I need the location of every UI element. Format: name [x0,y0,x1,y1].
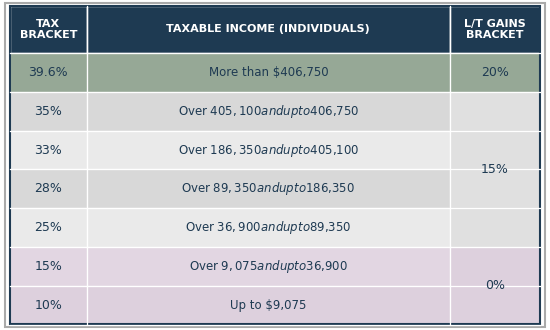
Bar [87,131,450,169]
Text: L/T GAINS
BRACKET: L/T GAINS BRACKET [464,19,526,40]
Text: Over $89,350 and up to $186,350: Over $89,350 and up to $186,350 [182,181,355,197]
Bar [87,169,450,208]
Text: 35%: 35% [35,105,62,118]
Bar [87,6,450,53]
Text: 15%: 15% [35,260,62,273]
Bar [10,131,87,169]
Bar [87,208,450,247]
Text: 39.6%: 39.6% [29,66,68,79]
Text: Over $9,075 and up to $36,900: Over $9,075 and up to $36,900 [189,258,348,275]
Bar [10,247,87,286]
Text: TAXABLE INCOME (INDIVIDUALS): TAXABLE INCOME (INDIVIDUALS) [167,24,370,34]
Bar [10,208,87,247]
Bar [450,53,540,92]
Bar [87,92,450,131]
Text: Over $405,100 and up to $406,750: Over $405,100 and up to $406,750 [178,103,359,120]
Bar [10,6,87,53]
Bar [450,6,540,53]
Bar [87,286,450,325]
Text: 10%: 10% [35,299,62,312]
Text: Over $36,900 and up to $89,350: Over $36,900 and up to $89,350 [185,219,351,236]
Bar [450,92,540,247]
Bar [10,92,87,131]
Text: Over $186,350 and up to $405,100: Over $186,350 and up to $405,100 [178,142,359,158]
Text: More than $406,750: More than $406,750 [208,66,328,79]
Bar [10,169,87,208]
Bar [10,286,87,325]
Bar [450,247,540,325]
Text: 0%: 0% [485,280,505,292]
Text: 15%: 15% [481,163,509,176]
Text: 33%: 33% [35,144,62,156]
Text: Up to $9,075: Up to $9,075 [230,299,306,312]
Text: 20%: 20% [481,66,509,79]
Text: TAX
BRACKET: TAX BRACKET [20,19,77,40]
Bar [87,247,450,286]
Text: 25%: 25% [35,221,62,234]
Bar [87,53,450,92]
Text: 28%: 28% [35,182,62,195]
Bar [10,53,87,92]
